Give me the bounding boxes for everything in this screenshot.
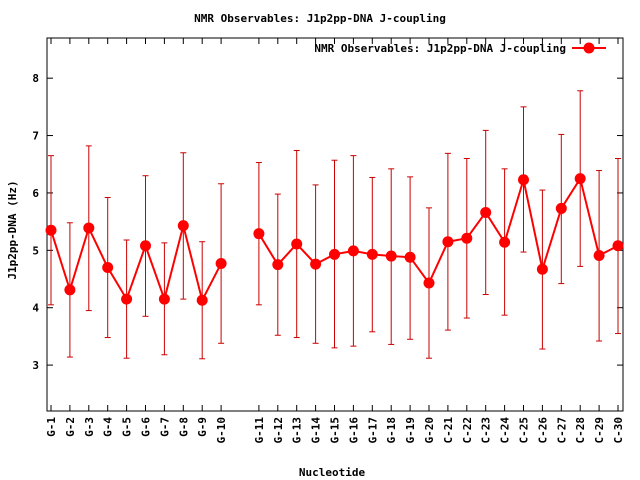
x-tick-label: G-4 <box>102 417 115 437</box>
x-tick-label: G-3 <box>83 417 96 437</box>
data-point <box>347 245 359 257</box>
data-point <box>45 224 57 236</box>
y-tick-label: 5 <box>32 244 39 257</box>
x-tick-label: G-13 <box>291 417 304 444</box>
legend: NMR Observables: J1p2pp-DNA J-coupling <box>314 42 606 55</box>
x-tick-label: G-12 <box>272 417 285 444</box>
x-tick-label: C-24 <box>499 417 512 444</box>
y-tick-label: 4 <box>32 302 39 315</box>
x-tick-label: C-28 <box>574 417 587 444</box>
y-axis-ticks: 3 4 5 6 7 8 <box>32 72 623 372</box>
data-point <box>423 277 435 289</box>
data-point <box>177 220 189 232</box>
x-tick-label: G-5 <box>121 417 134 437</box>
y-axis-label: J1p2pp-DNA (Hz) <box>6 180 19 279</box>
series-line <box>50 225 222 304</box>
x-tick-label: G-14 <box>310 417 323 444</box>
error-bars <box>48 90 621 360</box>
x-tick-label: G-2 <box>64 417 77 437</box>
x-tick-label: C-22 <box>461 417 474 444</box>
x-tick-label: G-17 <box>366 417 379 444</box>
x-tick-label: G-19 <box>404 417 417 444</box>
x-tick-label: G-8 <box>177 417 190 437</box>
legend-marker <box>583 42 595 54</box>
x-tick-label: G-16 <box>347 417 360 444</box>
data-point <box>385 250 397 262</box>
x-tick-label: G-7 <box>158 417 171 437</box>
data-point <box>536 263 548 275</box>
y-tick-label: 6 <box>32 187 39 200</box>
data-point <box>215 258 227 270</box>
x-tick-label: C-23 <box>480 417 493 444</box>
data-point <box>555 202 567 214</box>
x-tick-label: G-10 <box>215 417 228 444</box>
x-tick-label: G-1 <box>45 417 58 437</box>
x-tick-label: G-11 <box>253 417 266 444</box>
x-axis-ticks: G-1 G-2 G-3 G-4 G-5 G-6 G-7 G-8 G-9 G-10 G-11 G-12 G… <box>45 38 625 444</box>
data-points <box>45 173 624 306</box>
data-point <box>593 249 605 261</box>
data-point <box>480 206 492 218</box>
data-point <box>612 240 624 252</box>
x-tick-label: C-30 <box>612 417 625 444</box>
x-tick-label: C-29 <box>593 417 606 444</box>
x-tick-label: G-9 <box>196 417 209 437</box>
x-tick-label: G-20 <box>423 417 436 444</box>
x-tick-label: C-21 <box>442 417 455 444</box>
y-tick-label: 7 <box>32 130 39 143</box>
legend-label: NMR Observables: J1p2pp-DNA J-coupling <box>314 42 566 55</box>
y-tick-label: 3 <box>32 359 39 372</box>
x-tick-label: C-27 <box>555 417 568 444</box>
x-axis-label: Nucleotide <box>299 466 366 479</box>
data-point <box>102 262 114 274</box>
data-point <box>499 236 511 248</box>
data-point <box>366 248 378 260</box>
x-tick-label: G-15 <box>329 417 342 444</box>
data-point <box>518 174 529 186</box>
data-point <box>404 251 416 263</box>
data-point <box>442 236 454 248</box>
data-point <box>196 294 208 306</box>
data-point <box>574 173 586 185</box>
data-point <box>310 258 322 270</box>
data-point <box>158 293 170 305</box>
data-point <box>140 240 151 252</box>
data-point <box>461 232 473 244</box>
data-point <box>253 228 265 240</box>
data-point <box>272 259 284 271</box>
data-point <box>329 248 340 260</box>
chart-title: NMR Observables: J1p2pp-DNA J-coupling <box>194 12 446 25</box>
x-tick-label: G-18 <box>385 417 398 444</box>
data-point <box>64 284 76 296</box>
data-point <box>121 293 133 305</box>
data-point <box>83 222 95 234</box>
y-tick-label: 8 <box>32 72 39 85</box>
x-tick-label: C-25 <box>518 417 531 444</box>
x-tick-label: C-26 <box>536 417 549 444</box>
data-point <box>291 238 303 250</box>
x-tick-label: G-6 <box>140 417 153 437</box>
